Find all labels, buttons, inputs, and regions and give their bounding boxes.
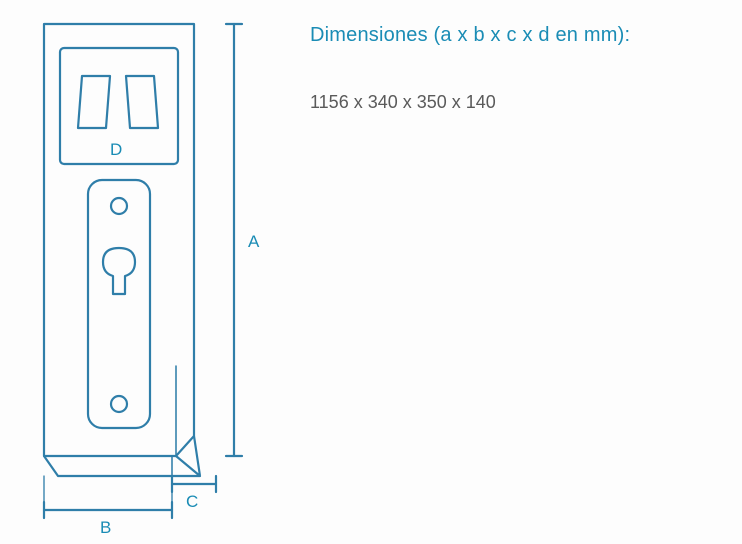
dim-label-a: A [248,232,259,252]
diagram-canvas: Dimensiones (a x b x c x d en mm): 1156 … [0,0,742,544]
dimensions-value: 1156 x 340 x 350 x 140 [310,92,496,113]
technical-drawing [0,0,742,544]
dimensions-title: Dimensiones (a x b x c x d en mm): [310,24,630,47]
dim-label-b: B [100,518,111,538]
dim-label-c: C [186,492,198,512]
dim-label-d: D [110,140,122,160]
